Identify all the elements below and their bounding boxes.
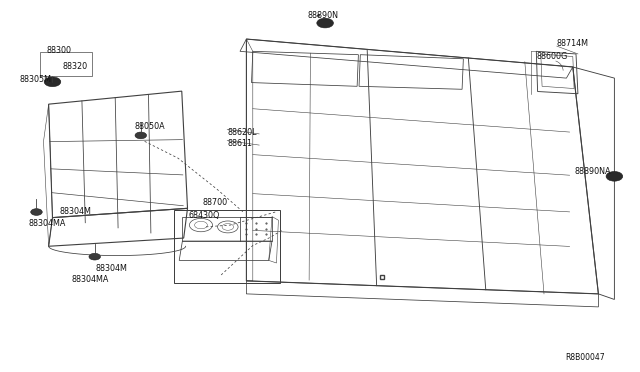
Circle shape bbox=[31, 209, 42, 215]
Text: 88620L: 88620L bbox=[227, 128, 257, 137]
Circle shape bbox=[606, 171, 623, 181]
Text: 88714M: 88714M bbox=[557, 39, 589, 48]
Text: R8B00047: R8B00047 bbox=[565, 353, 605, 362]
Bar bbox=[174, 210, 280, 283]
Text: 88320: 88320 bbox=[63, 62, 88, 71]
Text: 88304MA: 88304MA bbox=[28, 219, 65, 228]
Text: 88304MA: 88304MA bbox=[72, 275, 109, 284]
Text: 68430Q: 68430Q bbox=[189, 211, 220, 219]
Bar bbox=[40, 52, 92, 76]
Text: 88611: 88611 bbox=[227, 139, 252, 148]
Text: 88890N: 88890N bbox=[307, 11, 338, 20]
Text: 88600G: 88600G bbox=[536, 52, 568, 61]
Circle shape bbox=[135, 132, 147, 139]
Text: 88300: 88300 bbox=[47, 46, 72, 55]
Text: 88050A: 88050A bbox=[134, 122, 165, 131]
Circle shape bbox=[317, 18, 333, 28]
Text: 88304M: 88304M bbox=[96, 264, 128, 273]
Circle shape bbox=[89, 253, 100, 260]
Text: 88305M: 88305M bbox=[19, 76, 51, 84]
Text: 88304M: 88304M bbox=[60, 207, 92, 216]
Text: 88890NA: 88890NA bbox=[574, 167, 611, 176]
Text: 88700: 88700 bbox=[202, 198, 227, 207]
Circle shape bbox=[44, 77, 61, 87]
